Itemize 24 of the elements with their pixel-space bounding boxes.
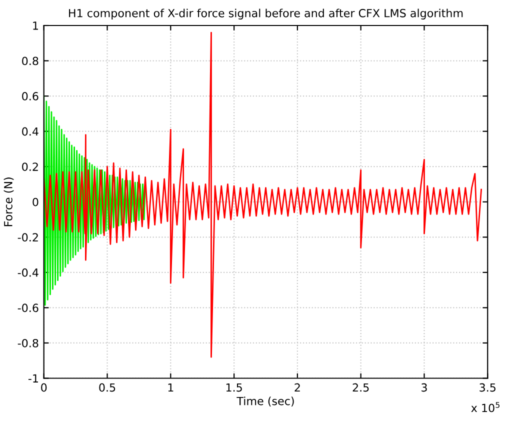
x-tick-label: 0 xyxy=(41,383,47,392)
y-tick-label: -0.2 xyxy=(18,233,38,242)
y-tick-label: 0.4 xyxy=(22,127,38,136)
y-tick-label: 0.2 xyxy=(22,162,38,171)
y-tick-label: 1 xyxy=(33,22,38,30)
x-tick-label: 2 xyxy=(294,383,300,392)
text: x 10$^{5}$ xyxy=(471,402,500,412)
y-tick-label: -0.4 xyxy=(18,268,38,277)
x-tick-label: 2.5 xyxy=(352,383,369,392)
chart-title: H1 component of X-dir force signal before and after CFX LMS algorithm xyxy=(69,8,463,20)
y-tick-label: -1 xyxy=(28,374,38,382)
x-tick-label: 3.5 xyxy=(480,383,496,392)
y-tick-label: 0.8 xyxy=(22,56,38,66)
y-tick-label: 0 xyxy=(32,198,38,206)
y-axis-title: Force (N) xyxy=(4,178,14,226)
x-tick-label: 0.5 xyxy=(99,383,116,392)
y-tick-label: -0.8 xyxy=(18,338,38,348)
x-tick-label: 1 xyxy=(168,383,174,392)
line-series xyxy=(44,32,482,358)
x-tick-label: 3 xyxy=(422,383,427,392)
y-tick-label: 0.6 xyxy=(22,92,38,100)
x-axis-title: Time (sec) xyxy=(236,396,294,407)
x-tick-label: 1.5 xyxy=(226,383,242,392)
y-tick-label: -0.6 xyxy=(18,304,38,312)
